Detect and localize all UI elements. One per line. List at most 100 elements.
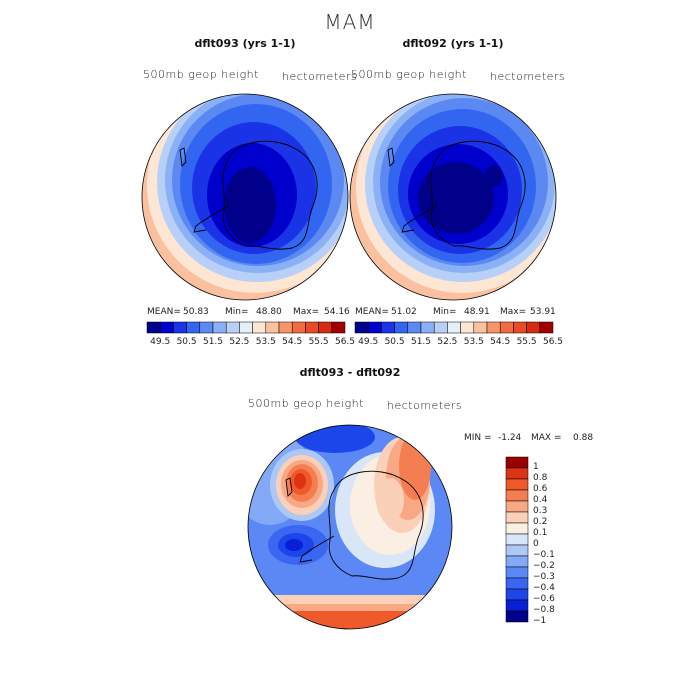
variable-label-dflt092: 500mb geop height xyxy=(351,68,467,81)
map-boundary xyxy=(349,93,557,301)
field-band xyxy=(224,167,276,243)
colorbar-swatch xyxy=(499,321,514,334)
colorbar-difference xyxy=(505,456,529,623)
colorbar-tick-label: −0.8 xyxy=(533,605,555,615)
field-band xyxy=(250,611,450,629)
colorbar-tick-label: 53.5 xyxy=(255,337,276,347)
colorbar-swatch xyxy=(505,599,529,612)
field-band xyxy=(418,162,494,234)
colorbar-swatch xyxy=(173,321,187,334)
colorbar-tick-label: −1 xyxy=(533,616,547,626)
colorbar-swatch xyxy=(505,577,529,590)
colorbar-swatch xyxy=(505,588,529,601)
variable-label-dflt093: 500mb geop height xyxy=(143,68,259,81)
mean-value: 51.02 xyxy=(391,307,417,317)
colorbar-swatch xyxy=(381,321,395,334)
colorbar-swatch xyxy=(278,321,293,334)
colorbar-swatch xyxy=(505,456,529,469)
map-panel-difference xyxy=(247,424,453,630)
map-boundary xyxy=(247,424,453,630)
colorbar-swatch xyxy=(305,321,319,334)
colorbar-dflt092 xyxy=(354,321,554,334)
field-band xyxy=(376,478,404,522)
colorbar-tick-label: −0.2 xyxy=(533,561,555,571)
colorbar-swatch xyxy=(505,478,529,491)
colorbar-swatch xyxy=(505,555,529,568)
antarctica-coastline xyxy=(430,140,526,250)
max-label: MAX = xyxy=(531,433,562,443)
min-value: 48.91 xyxy=(464,307,490,317)
colorbar-swatch xyxy=(318,321,333,334)
max-value: 53.91 xyxy=(530,307,556,317)
colorbar-tick-label: 52.5 xyxy=(229,337,250,347)
colorbar-tick-label: 51.5 xyxy=(202,337,224,347)
colorbar-tick-label: 50.5 xyxy=(384,337,405,347)
map-panel-dflt093 xyxy=(141,93,349,301)
colorbar-tick-label: −0.4 xyxy=(533,583,555,593)
antarctica-coastline xyxy=(328,470,424,580)
colorbar-swatch xyxy=(291,321,306,334)
colorbar-swatch xyxy=(433,321,448,334)
colorbar-swatch xyxy=(146,321,161,334)
colorbar-swatch xyxy=(505,500,529,513)
colorbar-tick-label: −0.3 xyxy=(533,572,555,582)
colorbar-swatch xyxy=(354,321,369,334)
antarctica-coastline xyxy=(222,140,318,250)
plot-title-difference: dflt093 - dflt092 xyxy=(299,366,401,379)
colorbar-swatch xyxy=(505,544,529,557)
colorbar-swatch xyxy=(420,321,435,334)
min-label: MIN = xyxy=(464,433,492,443)
max-value: 54.16 xyxy=(324,307,350,317)
colorbar-tick-label: 55.5 xyxy=(308,337,329,347)
min-value: -1.24 xyxy=(498,433,522,443)
plot-title-dflt093: dflt093 (yrs 1-1) xyxy=(194,37,296,50)
colorbar-swatch xyxy=(486,321,501,334)
colorbar-swatch xyxy=(505,489,529,502)
peninsula-coastline xyxy=(299,535,335,563)
max-label: Max= xyxy=(500,307,527,317)
peninsula-coastline xyxy=(193,205,229,233)
colorbar-tick-label: 54.5 xyxy=(282,337,303,347)
colorbar-tick-label: −0.1 xyxy=(533,550,555,560)
colorbar-tick-label: 0 xyxy=(533,539,539,549)
colorbar-swatch xyxy=(252,321,267,334)
colorbar-tick-label: 0.6 xyxy=(533,484,548,494)
colorbar-swatch xyxy=(460,321,475,334)
colorbar-swatch xyxy=(265,321,280,334)
colorbar-tick-label: 50.5 xyxy=(176,337,197,347)
colorbar-tick-label: 52.5 xyxy=(437,337,458,347)
colorbar-swatch xyxy=(331,321,346,334)
colorbar-tick-label: 55.5 xyxy=(516,337,537,347)
colorbar-swatch xyxy=(505,610,529,623)
colorbar-swatch xyxy=(526,321,541,334)
colorbar-tick-label: 0.4 xyxy=(533,495,548,505)
colorbar-swatch xyxy=(225,321,240,334)
colorbar-swatch xyxy=(505,522,529,535)
colorbar-tick-label: 56.5 xyxy=(334,337,356,347)
colorbar-swatch xyxy=(159,321,174,334)
colorbar-swatch xyxy=(513,321,527,334)
mean-value: 50.83 xyxy=(183,307,209,317)
colorbar-tick-label: 0.2 xyxy=(533,517,548,527)
south-america-coastline xyxy=(285,477,293,497)
colorbar-swatch xyxy=(394,321,409,334)
peninsula-coastline xyxy=(401,205,437,233)
variable-label-difference: 500mb geop height xyxy=(248,397,364,410)
mean-label: MEAN= xyxy=(147,307,181,317)
colorbar-tick-label: 53.5 xyxy=(463,337,484,347)
colorbar-swatch xyxy=(212,321,227,334)
units-label-difference: hectometers xyxy=(387,399,463,412)
colorbar-swatch xyxy=(473,321,488,334)
colorbar-swatch xyxy=(367,321,382,334)
field-band xyxy=(294,473,306,489)
units-label-dflt093: hectometers xyxy=(282,70,358,83)
colorbar-swatch xyxy=(505,467,529,480)
field-band xyxy=(285,539,303,551)
field-band xyxy=(485,165,503,187)
colorbar-tick-label: −0.6 xyxy=(533,594,555,604)
map-panel-dflt092 xyxy=(349,93,557,301)
colorbar-swatch xyxy=(505,566,529,579)
colorbar-swatch xyxy=(539,321,554,334)
